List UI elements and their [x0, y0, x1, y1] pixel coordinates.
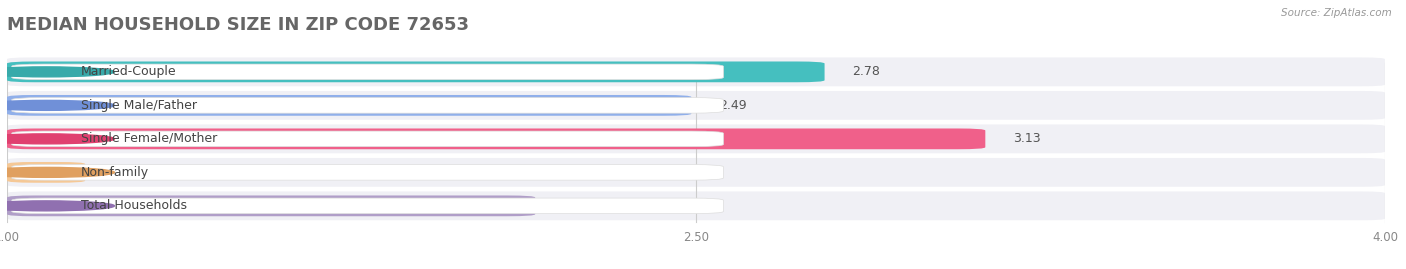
Text: 2.78: 2.78: [852, 65, 880, 78]
Text: 1.17: 1.17: [112, 166, 141, 179]
Text: Non-family: Non-family: [80, 166, 149, 179]
Text: MEDIAN HOUSEHOLD SIZE IN ZIP CODE 72653: MEDIAN HOUSEHOLD SIZE IN ZIP CODE 72653: [7, 16, 470, 34]
FancyBboxPatch shape: [7, 91, 1385, 120]
FancyBboxPatch shape: [11, 165, 724, 180]
Circle shape: [0, 100, 114, 110]
Text: Total Households: Total Households: [80, 199, 187, 212]
Circle shape: [0, 134, 114, 144]
Text: 2.49: 2.49: [718, 99, 747, 112]
Circle shape: [0, 167, 114, 177]
FancyBboxPatch shape: [11, 98, 724, 113]
Text: 2.15: 2.15: [562, 199, 591, 212]
FancyBboxPatch shape: [11, 131, 724, 147]
FancyBboxPatch shape: [7, 162, 86, 183]
Text: Married-Couple: Married-Couple: [80, 65, 176, 78]
FancyBboxPatch shape: [11, 198, 724, 214]
FancyBboxPatch shape: [7, 129, 986, 149]
Circle shape: [0, 201, 114, 211]
FancyBboxPatch shape: [7, 158, 1385, 187]
FancyBboxPatch shape: [7, 58, 1385, 86]
Text: Single Male/Father: Single Male/Father: [80, 99, 197, 112]
Text: Single Female/Mother: Single Female/Mother: [80, 132, 217, 145]
Text: 3.13: 3.13: [1012, 132, 1040, 145]
FancyBboxPatch shape: [11, 64, 724, 80]
FancyBboxPatch shape: [7, 125, 1385, 153]
Circle shape: [0, 67, 114, 77]
FancyBboxPatch shape: [7, 95, 692, 116]
FancyBboxPatch shape: [7, 196, 536, 216]
FancyBboxPatch shape: [7, 62, 824, 82]
Text: Source: ZipAtlas.com: Source: ZipAtlas.com: [1281, 8, 1392, 18]
FancyBboxPatch shape: [7, 192, 1385, 220]
